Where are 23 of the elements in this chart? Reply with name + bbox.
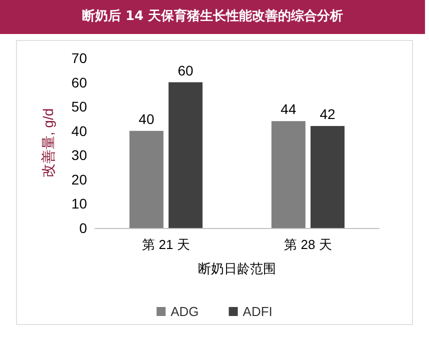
data-label: 40 [138,110,154,127]
y-axis-title: 改善量, g/d [40,108,56,178]
x-axis-title: 断奶日龄范围 [198,261,276,276]
bar [310,126,345,228]
data-label: 42 [320,106,336,122]
data-label: 44 [280,101,296,118]
y-tick-label: 10 [71,196,88,212]
x-tick-label: 第 28 天 [284,237,332,252]
y-tick-label: 70 [71,50,88,66]
y-tick-label: 40 [71,122,88,139]
y-tick-label: 50 [71,98,88,115]
x-tick-label: 第 21 天 [142,237,190,252]
legend-label: ADG [170,304,199,319]
bar [271,121,306,228]
y-tick-label: 20 [71,171,88,188]
legend-label: ADFI [242,304,272,319]
chart-title: 断奶后 14 天保育猪生长性能改善的综合分析 [0,0,425,34]
y-tick-label: 0 [79,220,88,236]
y-tick-label: 30 [71,147,88,164]
y-tick-label: 60 [71,74,88,90]
bar [168,82,203,228]
bar [129,130,164,228]
data-label: 60 [178,62,194,78]
